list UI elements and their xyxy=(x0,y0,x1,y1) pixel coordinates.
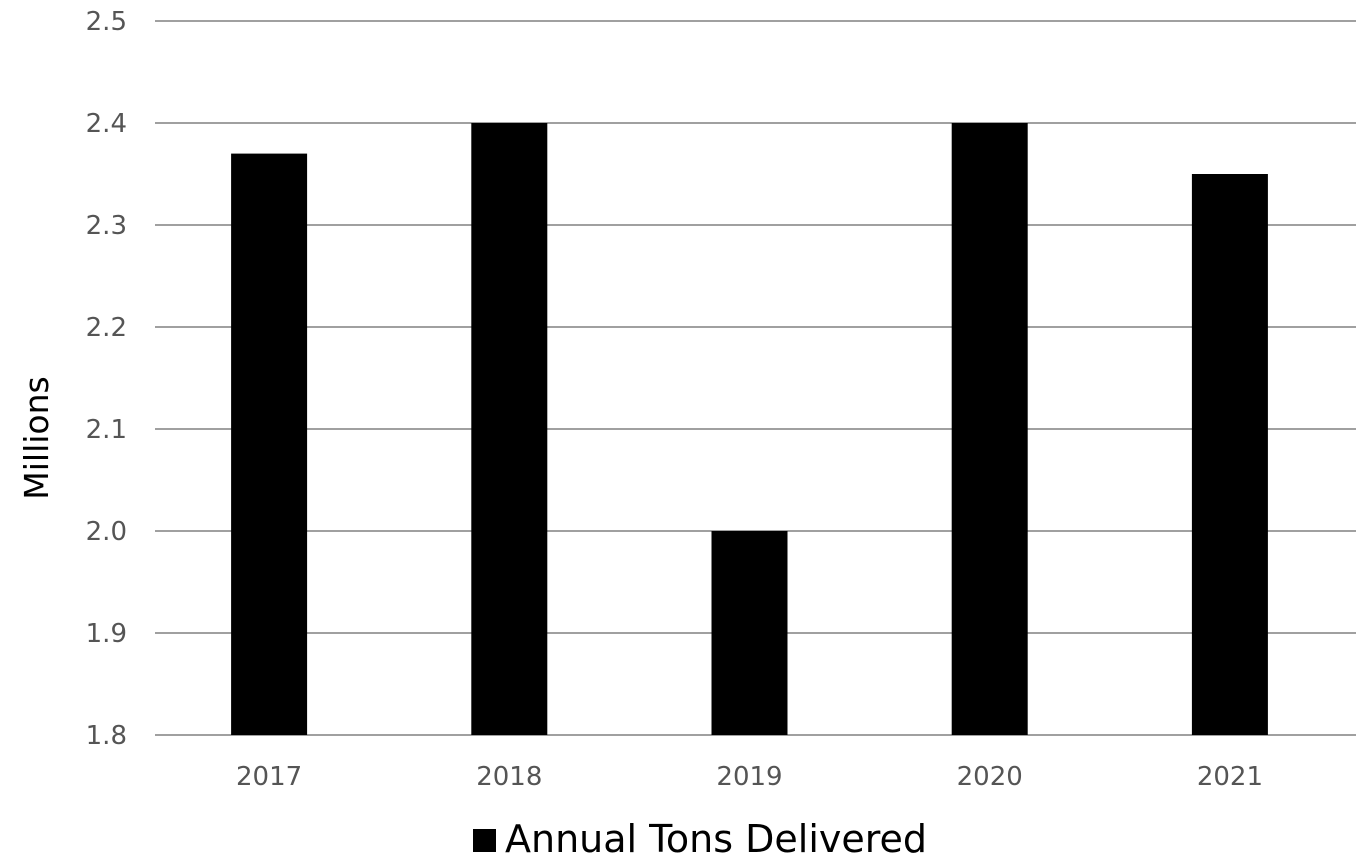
y-tick-label: 2.4 xyxy=(86,109,127,139)
x-tick-label-2018: 2018 xyxy=(476,762,542,792)
x-tick-label-2019: 2019 xyxy=(716,762,782,792)
legend[interactable]: Annual Tons Delivered xyxy=(473,817,927,861)
y-tick-label: 2.2 xyxy=(86,313,127,343)
y-axis-title: Millions xyxy=(17,376,56,499)
y-tick-label: 2.1 xyxy=(86,415,127,445)
bar-2021[interactable] xyxy=(1191,174,1268,735)
y-tick-label: 2.0 xyxy=(86,517,127,547)
x-tick-label-2020: 2020 xyxy=(957,762,1023,792)
y-tick-label: 2.5 xyxy=(86,7,127,37)
y-tick-labels: 1.8 1.9 2.0 2.1 2.2 2.3 2.4 2.5 xyxy=(86,7,127,751)
y-tick-label: 1.9 xyxy=(86,619,127,649)
x-tick-labels: 2017 2018 2019 2020 2021 xyxy=(236,762,1263,792)
bar-2017[interactable] xyxy=(231,153,308,736)
x-tick-label-2021: 2021 xyxy=(1197,762,1263,792)
x-tick-label-2017: 2017 xyxy=(236,762,302,792)
bars xyxy=(231,123,1268,736)
legend-swatch xyxy=(473,829,496,852)
y-tick-label: 2.3 xyxy=(86,211,127,241)
y-tick-label: 1.8 xyxy=(86,721,127,751)
bar-2020[interactable] xyxy=(951,123,1028,735)
legend-label-annual-tons-delivered: Annual Tons Delivered xyxy=(505,817,927,861)
bar-2019[interactable] xyxy=(711,531,788,735)
bar-2018[interactable] xyxy=(471,123,548,735)
